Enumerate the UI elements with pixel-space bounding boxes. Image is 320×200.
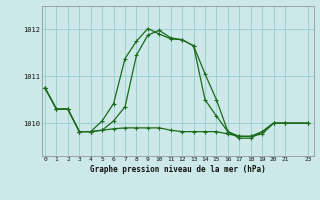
X-axis label: Graphe pression niveau de la mer (hPa): Graphe pression niveau de la mer (hPa) [90, 165, 266, 174]
